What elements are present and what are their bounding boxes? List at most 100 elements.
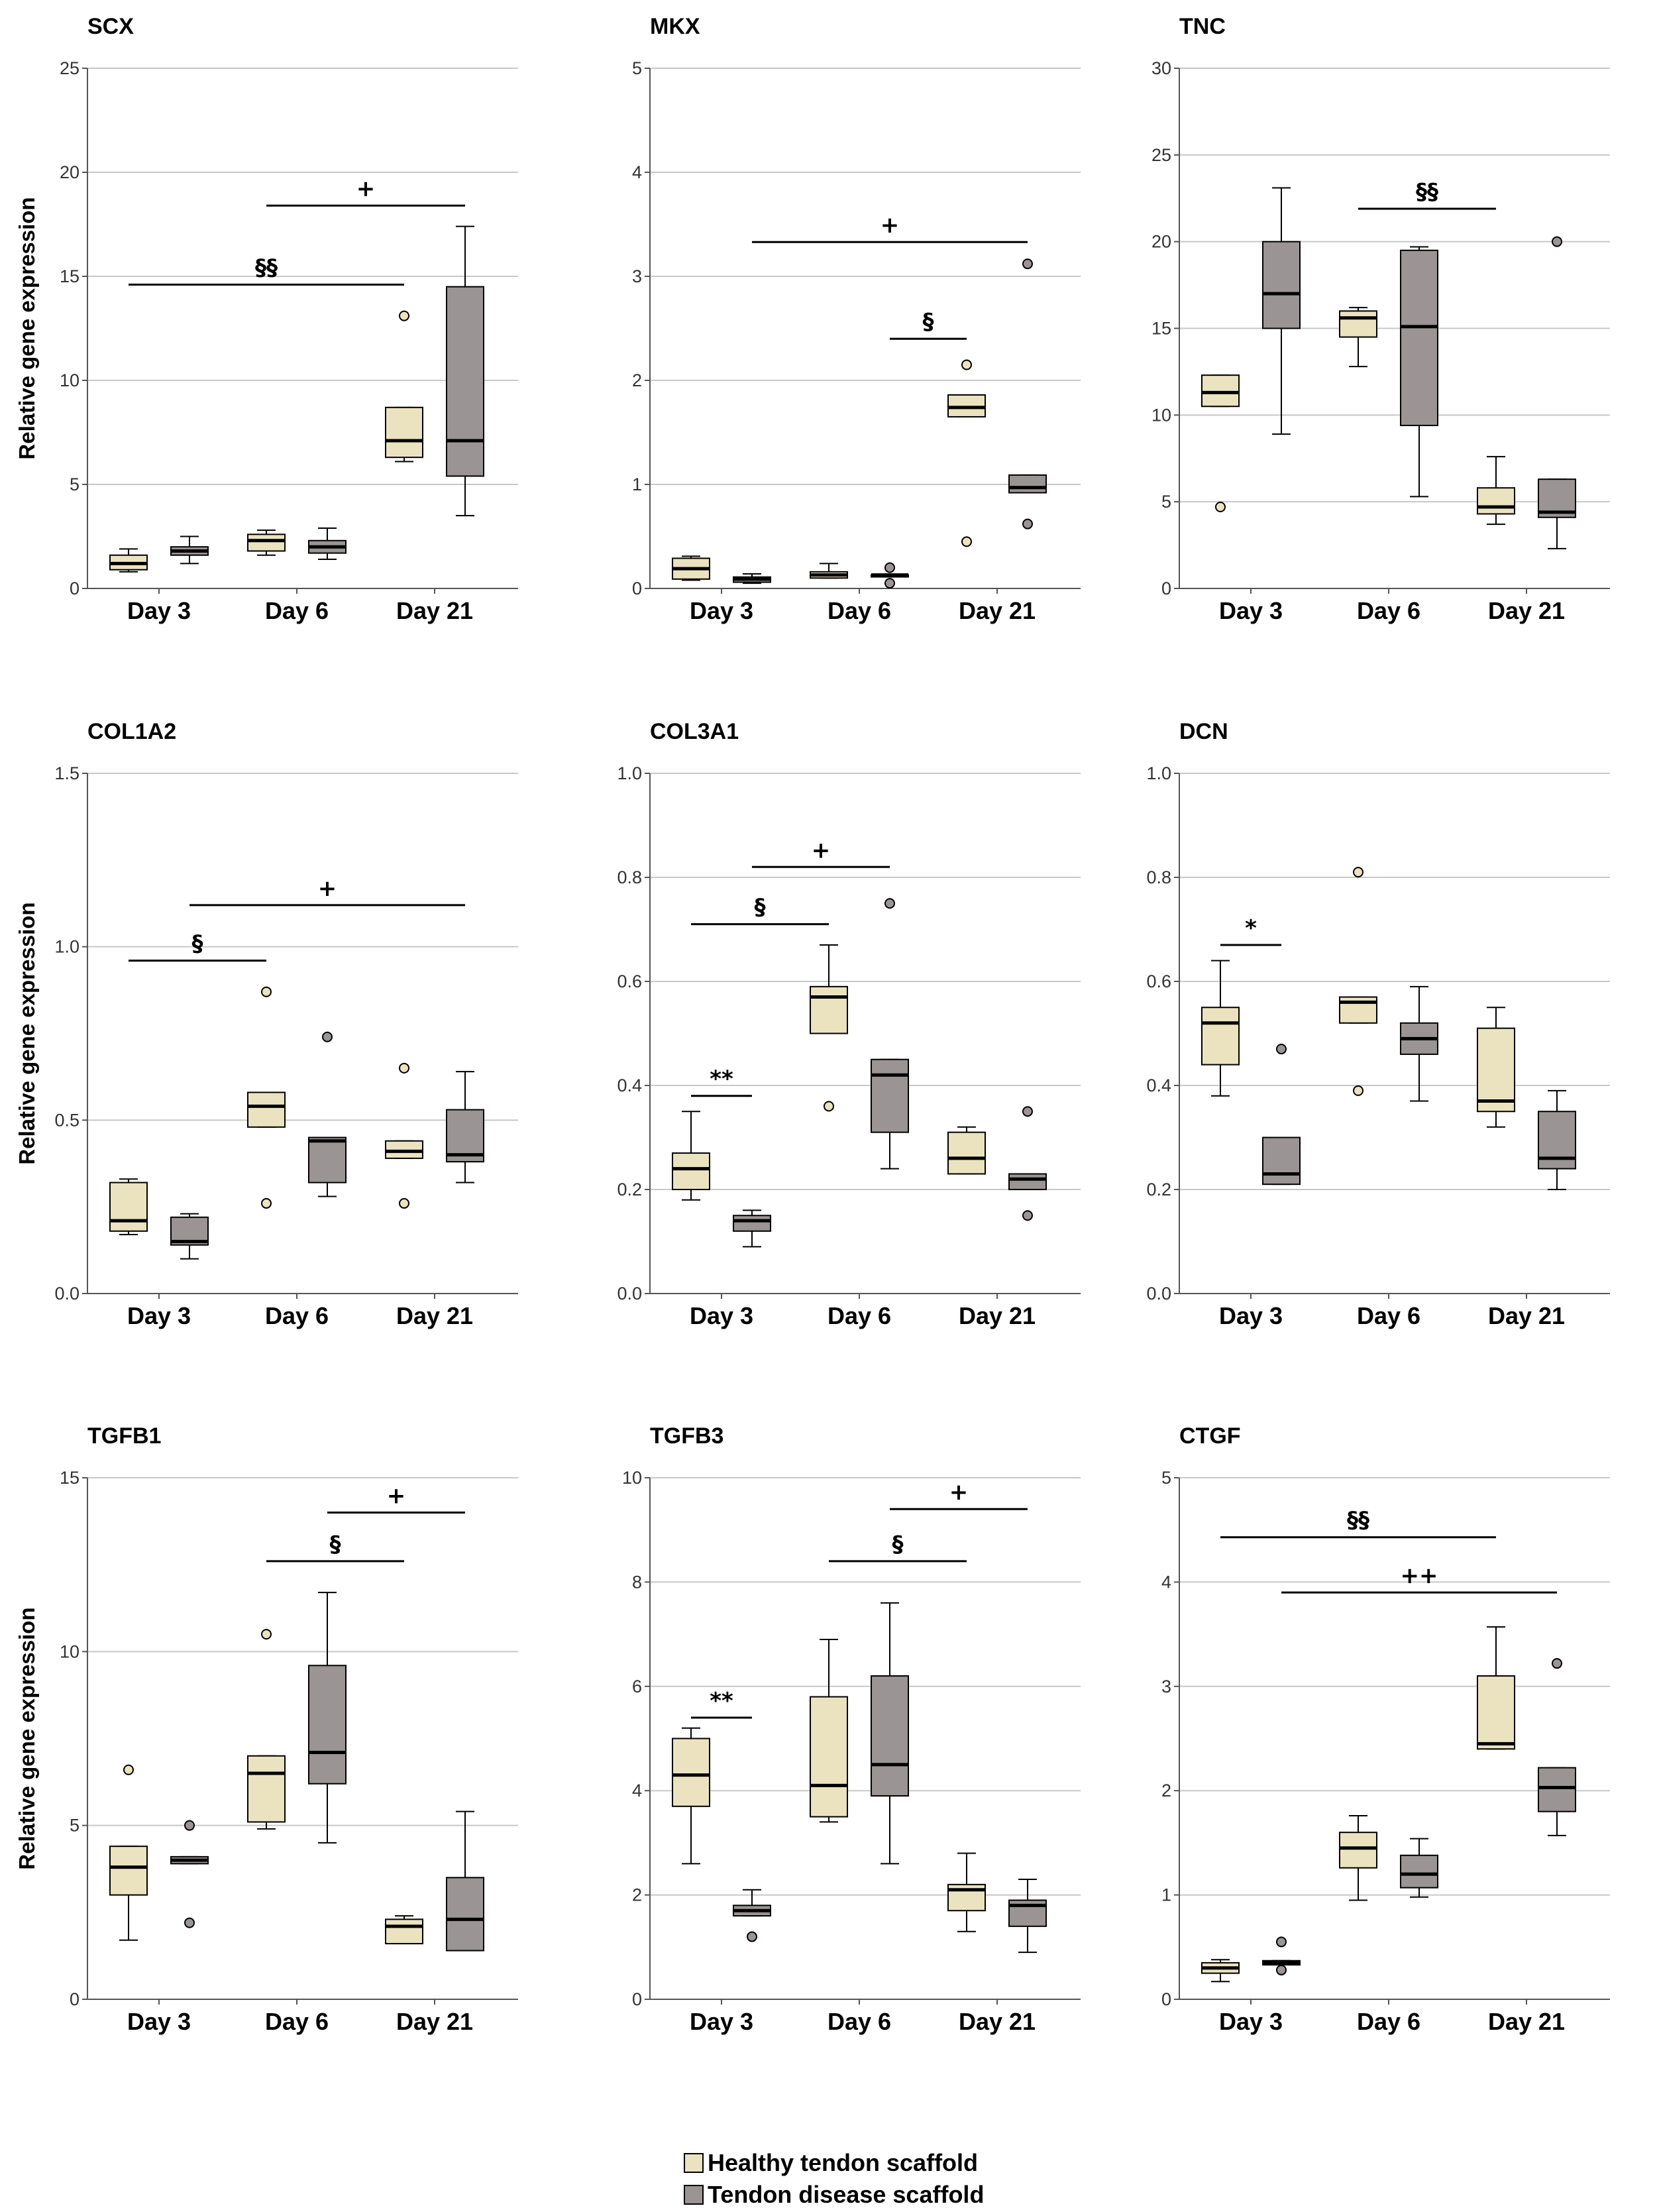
box-healthy-day-3 xyxy=(672,1727,710,1865)
box-iqr xyxy=(446,1109,484,1163)
box-iqr xyxy=(1538,1111,1576,1170)
outlier-point xyxy=(1276,1936,1287,1948)
outlier-point xyxy=(1353,867,1363,878)
y-tick-label: 4 xyxy=(1161,1572,1171,1592)
box-healthy-day-3 xyxy=(109,548,148,573)
y-tick-label: 0.5 xyxy=(54,1110,80,1130)
panel-tnc: 0 5 10 15 20 25 30 TNC Day 3 Day 6 Day 21 §§ xyxy=(1151,14,1610,624)
outlier-point xyxy=(1353,1085,1363,1096)
significance-label: ** xyxy=(710,1066,733,1093)
y-tick-label: 10 xyxy=(622,1468,642,1488)
significance-label: + xyxy=(387,1482,406,1509)
y-tick-label: 10 xyxy=(1151,405,1171,425)
box-iqr xyxy=(1477,1027,1515,1113)
outlier-point xyxy=(884,578,895,589)
panel-tgfb3: 0 2 4 6 8 10 TGFB3 Day 3 Day 6 Day 21 + § ** xyxy=(622,1423,1081,2035)
y-axis-label: Relative gene expression xyxy=(15,197,39,459)
box-healthy-day-3 xyxy=(109,1764,148,1941)
y-tick-label: 3 xyxy=(1161,1677,1171,1696)
x-tick-label: Day 6 xyxy=(828,597,891,624)
box-healthy-day-6 xyxy=(247,986,286,1209)
panel-mkx: 0 1 2 3 4 5 MKX Day 3 Day 6 Day 21 + § xyxy=(632,14,1081,624)
box-iqr xyxy=(871,1058,909,1133)
box-disease-day-6 xyxy=(1400,246,1438,498)
box-disease-day-6 xyxy=(308,1592,347,1844)
box-disease-day-6 xyxy=(308,1031,347,1197)
y-tick-label: 3 xyxy=(632,266,642,286)
box-disease-day-21 xyxy=(1008,258,1047,529)
box-disease-day-6 xyxy=(871,1602,909,1865)
significance-label: § xyxy=(192,931,203,958)
panel-title: CTGF xyxy=(1179,1423,1241,1449)
box-iqr xyxy=(109,1846,148,1896)
box-disease-day-3 xyxy=(1262,187,1301,435)
legend-swatch-healthy xyxy=(684,2153,704,2173)
panel-title: DCN xyxy=(1179,719,1228,744)
box-healthy-day-21 xyxy=(947,359,986,547)
y-tick-label: 6 xyxy=(632,1677,642,1696)
outlier-point xyxy=(1276,1044,1287,1055)
significance-label: §§ xyxy=(255,255,278,282)
y-tick-label: 0.4 xyxy=(617,1076,642,1095)
box-healthy-day-3 xyxy=(109,1178,148,1236)
significance-label: §§ xyxy=(1347,1508,1369,1534)
y-tick-label: 1.5 xyxy=(54,763,80,783)
x-tick-label: Day 3 xyxy=(1219,2008,1283,2035)
y-tick-label: 5 xyxy=(1161,1468,1171,1488)
outlier-point xyxy=(747,1931,757,1942)
box-iqr xyxy=(109,1182,148,1232)
box-iqr xyxy=(247,1755,286,1823)
legend-item-healthy: Healthy tendon scaffold xyxy=(684,2147,984,2179)
y-tick-label: 2 xyxy=(632,1885,642,1905)
y-tick-label: 0.0 xyxy=(1146,1284,1171,1303)
x-tick-label: Day 21 xyxy=(1488,2008,1565,2035)
y-tick-label: 10 xyxy=(60,1641,80,1661)
box-healthy-day-3 xyxy=(1201,960,1240,1097)
box-disease-day-21 xyxy=(1538,236,1576,549)
box-disease-day-3 xyxy=(170,1213,209,1260)
outlier-point xyxy=(884,898,895,909)
box-iqr xyxy=(1201,374,1240,408)
outlier-point xyxy=(1552,1658,1562,1669)
x-tick-label: Day 21 xyxy=(396,1302,473,1329)
outlier-point xyxy=(1022,1210,1033,1221)
panel-title: TNC xyxy=(1179,14,1226,39)
legend-swatch-disease xyxy=(684,2185,704,2205)
y-tick-label: 15 xyxy=(60,1468,80,1488)
box-healthy-day-21 xyxy=(947,1126,986,1175)
box-iqr xyxy=(810,985,848,1034)
box-iqr xyxy=(1201,1007,1240,1066)
outlier-point xyxy=(399,310,409,321)
outlier-point xyxy=(1215,502,1226,513)
box-healthy-day-6 xyxy=(810,944,848,1112)
box-iqr xyxy=(1008,474,1047,494)
panel-title: TGFB3 xyxy=(650,1423,723,1449)
significance-label: § xyxy=(330,1531,341,1558)
box-iqr xyxy=(446,286,484,477)
panel-dcn: 0.0 0.2 0.4 0.6 0.8 1.0 DCN Day 3 Day 6 Day 21 * xyxy=(1146,719,1610,1329)
x-tick-label: Day 21 xyxy=(959,597,1036,624)
y-tick-label: 0.2 xyxy=(617,1180,642,1199)
significance-label: + xyxy=(812,837,831,863)
outlier-point xyxy=(261,1197,272,1209)
box-iqr xyxy=(1400,249,1438,427)
panel-title: TGFB1 xyxy=(87,1423,161,1449)
x-tick-label: Day 3 xyxy=(690,1302,753,1329)
box-iqr xyxy=(672,1738,710,1807)
y-tick-label: 15 xyxy=(60,266,80,286)
y-tick-label: 10 xyxy=(60,370,80,390)
y-tick-label: 15 xyxy=(1151,319,1171,339)
x-tick-label: Day 6 xyxy=(265,597,329,624)
significance-label: + xyxy=(881,212,900,239)
y-tick-label: 5 xyxy=(632,58,642,78)
y-tick-label: 0.8 xyxy=(617,867,642,887)
box-healthy-day-6 xyxy=(810,1638,848,1823)
x-tick-label: Day 21 xyxy=(1488,1302,1565,1329)
y-tick-label: 0 xyxy=(632,579,642,598)
box-disease-day-6 xyxy=(1400,985,1438,1102)
box-disease-day-21 xyxy=(1008,1878,1047,1954)
y-tick-label: 8 xyxy=(632,1572,642,1592)
box-iqr xyxy=(1339,310,1377,338)
x-tick-label: Day 21 xyxy=(959,1302,1036,1329)
y-axis-label: Relative gene expression xyxy=(15,1607,39,1869)
